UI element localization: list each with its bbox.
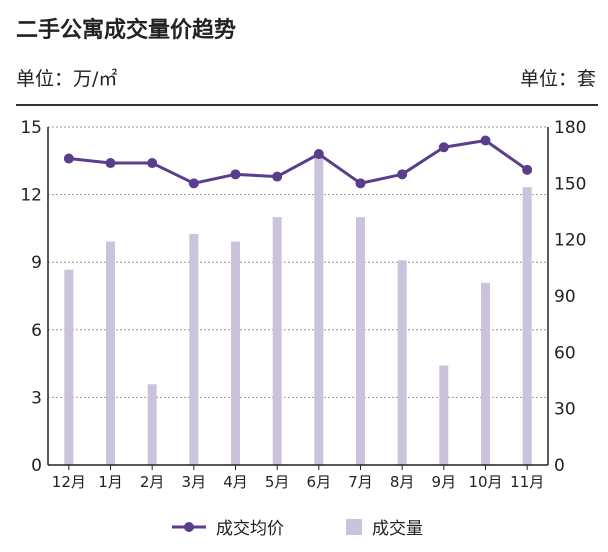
bar: [356, 217, 365, 465]
x-tick-label: 2月: [140, 473, 165, 491]
bar: [314, 157, 324, 466]
legend-bar-swatch: [346, 519, 362, 535]
legend-label-price: 成交均价: [216, 519, 284, 539]
right-axis-unit: 单位：套: [519, 68, 596, 90]
chart-title: 二手公寓成交量价趋势: [16, 18, 237, 43]
legend-line-marker: [184, 522, 194, 532]
right-tick-label: 120: [554, 231, 586, 251]
price-point: [397, 169, 408, 180]
price-point: [147, 158, 158, 169]
bar: [481, 282, 490, 465]
header-divider: [16, 104, 598, 106]
grid-lines: [48, 126, 548, 398]
x-tick-label: 7月: [348, 473, 373, 491]
right-tick-label: 0: [554, 456, 565, 476]
price-point: [63, 153, 74, 164]
price-point: [272, 171, 283, 182]
right-tick-label: 180: [554, 118, 586, 138]
x-tick-label: 9月: [432, 473, 457, 491]
x-tick-label: 12月: [52, 473, 86, 491]
bar: [106, 241, 115, 465]
price-line: [68, 139, 529, 185]
price-point: [230, 169, 241, 180]
right-tick-label: 30: [554, 400, 576, 420]
bar-series: [64, 157, 532, 466]
bar: [147, 384, 157, 465]
bar: [64, 269, 74, 465]
left-axis: 0 3 6 9 12 15: [20, 118, 49, 476]
x-tick-label: 4月: [223, 473, 248, 491]
bar: [522, 187, 532, 466]
legend: 成交均价 成交量: [172, 519, 423, 539]
right-tick-label: 150: [554, 174, 586, 194]
left-tick-label: 6: [31, 321, 42, 341]
bar: [272, 217, 282, 465]
price-point: [105, 158, 116, 169]
bar: [189, 234, 199, 465]
line-series: [63, 135, 533, 189]
x-tick-label: 6月: [307, 473, 332, 491]
right-tick-label: 90: [554, 287, 576, 307]
left-tick-label: 3: [31, 388, 42, 408]
x-tick-label: 5月: [265, 473, 290, 491]
price-point: [438, 142, 449, 153]
bar: [231, 241, 240, 465]
left-axis-unit: 单位：万/㎡: [16, 68, 118, 90]
right-axis: 0 30 60 90 120 150 180: [547, 118, 586, 476]
x-tick-label: 3月: [182, 473, 207, 491]
price-point: [522, 164, 533, 175]
left-tick-label: 15: [20, 118, 42, 138]
price-point: [355, 178, 366, 189]
left-tick-label: 9: [31, 253, 42, 273]
bar: [439, 365, 449, 465]
price-point: [480, 135, 491, 146]
price-point: [188, 178, 199, 189]
x-tick-label: 1月: [98, 473, 123, 491]
x-tick-label: 10月: [468, 473, 502, 491]
left-tick-label: 0: [31, 456, 42, 476]
price-point: [313, 149, 324, 160]
bar: [397, 260, 407, 465]
x-axis: 12月 1月 2月 3月 4月 5月 6月 7月 8月 9月 10月 11月: [48, 464, 548, 491]
legend-label-volume: 成交量: [372, 519, 423, 539]
x-tick-label: 11月: [510, 473, 544, 491]
x-tick-label: 8月: [390, 473, 415, 491]
left-tick-label: 12: [20, 186, 42, 206]
right-tick-label: 60: [554, 343, 576, 363]
